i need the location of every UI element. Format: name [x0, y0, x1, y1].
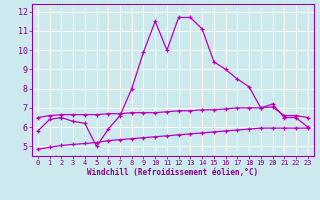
- X-axis label: Windchill (Refroidissement éolien,°C): Windchill (Refroidissement éolien,°C): [87, 168, 258, 177]
